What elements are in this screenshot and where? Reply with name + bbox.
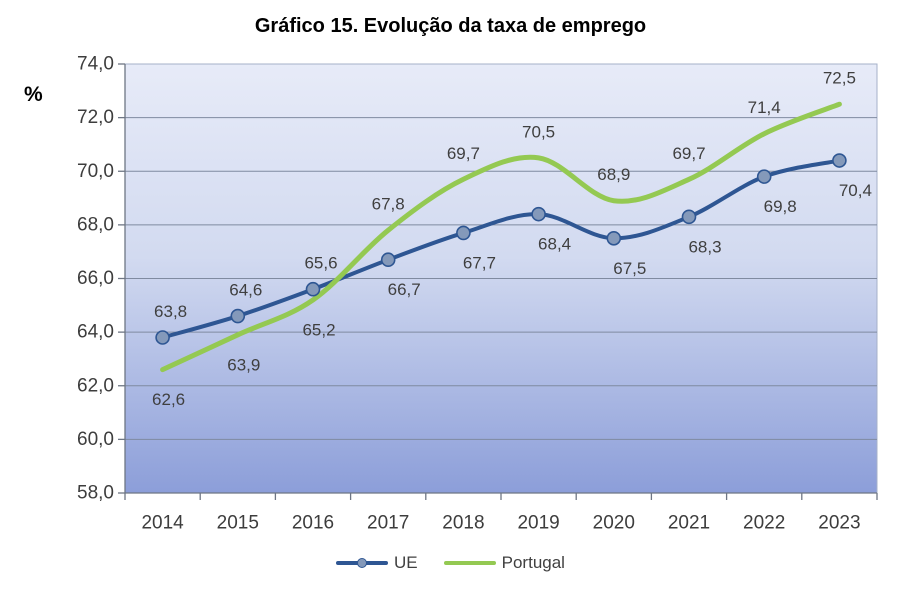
legend-item-portugal: Portugal	[443, 553, 565, 573]
y-tick-label: 60,0	[77, 429, 114, 450]
data-label-portugal: 70,5	[522, 122, 555, 141]
x-tick-label: 2023	[818, 513, 860, 534]
data-label-portugal: 63,9	[227, 355, 260, 374]
x-tick-label: 2018	[442, 513, 484, 534]
legend-label-portugal: Portugal	[501, 553, 565, 572]
legend-item-ue: UE	[336, 553, 418, 573]
data-label-portugal: 72,5	[823, 69, 856, 88]
data-label-ue: 64,6	[229, 281, 262, 300]
data-point-marker-ue	[606, 230, 622, 246]
x-tick-label: 2015	[217, 513, 259, 534]
data-label-ue: 66,7	[388, 280, 421, 299]
x-tick-label: 2020	[593, 513, 635, 534]
data-label-ue: 65,6	[304, 254, 337, 273]
y-tick-label: 62,0	[77, 375, 114, 396]
data-point-marker-ue	[756, 169, 772, 184]
x-tick-label: 2016	[292, 513, 334, 534]
data-label-portugal: 62,6	[152, 390, 185, 409]
data-point-marker-ue	[832, 153, 847, 168]
data-label-portugal: 65,2	[302, 320, 335, 339]
x-tick-label: 2014	[141, 513, 184, 534]
data-point-marker-ue	[456, 225, 471, 241]
legend-label-ue: UE	[394, 553, 418, 572]
data-label-portugal: 67,8	[372, 195, 405, 214]
data-label-ue: 70,4	[839, 181, 872, 200]
data-point-marker-ue	[380, 252, 396, 268]
data-label-ue: 67,7	[463, 253, 496, 272]
y-tick-label: 64,0	[77, 322, 114, 343]
ue-line-swatch	[336, 558, 389, 568]
y-axis-unit-label: %	[24, 83, 43, 106]
data-label-ue: 63,8	[154, 302, 187, 321]
series-line-portugal	[160, 101, 842, 373]
chart-title: Gráfico 15. Evolução da taxa de emprego	[254, 15, 647, 37]
y-tick-label: 74,0	[77, 54, 114, 75]
x-tick-label: 2021	[668, 513, 710, 534]
x-tick-label: 2022	[743, 513, 785, 534]
y-tick-label: 68,0	[77, 214, 114, 235]
data-point-marker-ue	[305, 281, 321, 297]
legend: UE Portugal	[0, 553, 901, 573]
portugal-line-swatch	[443, 561, 496, 565]
data-label-portugal: 69,7	[672, 144, 705, 163]
data-point-marker-ue	[681, 209, 697, 225]
data-point-marker-ue	[531, 206, 546, 222]
data-label-ue: 69,8	[764, 197, 797, 216]
data-label-portugal: 69,7	[447, 144, 480, 163]
data-label-portugal: 68,9	[597, 165, 630, 184]
x-tick-label: 2017	[367, 513, 409, 534]
data-label-ue: 68,3	[688, 237, 721, 256]
y-tick-label: 72,0	[77, 107, 114, 128]
x-tick-label: 2019	[517, 513, 559, 534]
data-label-ue: 68,4	[538, 235, 571, 254]
data-label-ue: 67,5	[613, 259, 646, 278]
data-label-portugal: 71,4	[748, 98, 781, 117]
series-line-ue	[160, 158, 842, 340]
y-tick-label: 66,0	[77, 268, 114, 289]
ue-marker-dot-icon	[357, 558, 368, 568]
y-tick-label: 58,0	[77, 483, 114, 504]
data-point-marker-ue	[155, 330, 170, 345]
data-point-marker-ue	[230, 308, 246, 324]
y-tick-label: 70,0	[77, 161, 114, 182]
